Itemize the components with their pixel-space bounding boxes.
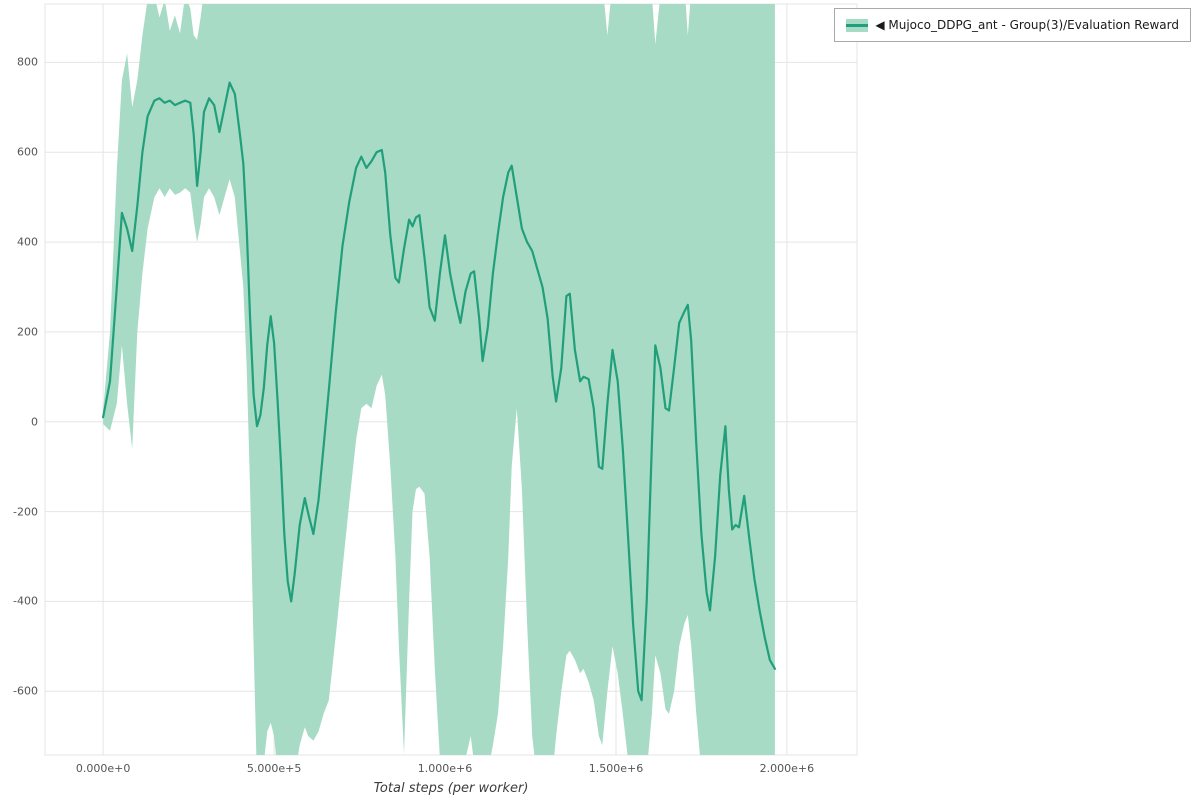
y-tick-label: 400: [17, 235, 38, 249]
y-tick-label: -200: [13, 505, 38, 519]
legend[interactable]: ◀ Mujoco_DDPG_ant - Group(3)/Evaluation …: [834, 8, 1191, 42]
x-tick-label: 2.000e+6: [759, 762, 815, 775]
x-tick-label: 1.000e+6: [417, 762, 473, 775]
x-axis-title: Total steps (per worker): [373, 781, 529, 796]
legend-label: ◀ Mujoco_DDPG_ant - Group(3)/Evaluation …: [875, 18, 1179, 32]
x-tick-label: 1.500e+6: [588, 762, 644, 775]
y-tick-label: 200: [17, 325, 38, 339]
y-tick-label: 800: [17, 55, 38, 69]
y-tick-label: -600: [13, 684, 38, 698]
y-tick-label: 600: [17, 145, 38, 159]
mean-line: [102, 81, 776, 702]
legend-line-icon: [846, 23, 869, 27]
x-tick-label: 0.000e+0: [75, 762, 131, 775]
y-tick-label: -400: [13, 594, 38, 608]
confidence-band: [103, 4, 775, 755]
y-tick-label: 0: [31, 415, 38, 429]
x-tick-label: 5.000e+5: [246, 762, 302, 775]
legend-swatch-icon: [846, 18, 869, 32]
